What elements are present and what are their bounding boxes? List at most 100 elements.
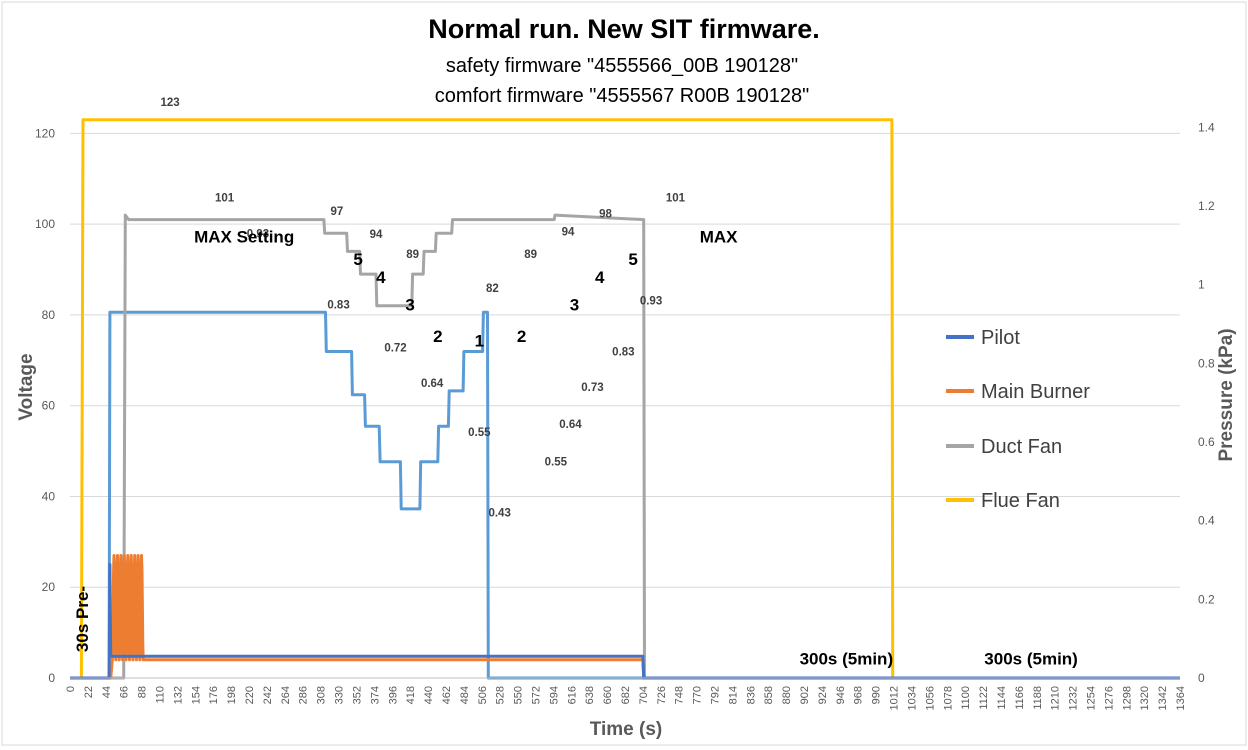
data-label: 101	[215, 192, 235, 204]
annotation: 5	[628, 250, 637, 269]
x-tick-label: 66	[119, 686, 131, 698]
y-axis-ticks: 0 20 40 60 80 100 120	[35, 126, 55, 685]
x-tick-label: 990	[871, 686, 883, 704]
y2-tick-label: 0.8	[1198, 356, 1215, 370]
x-tick-label: 440	[423, 686, 435, 704]
x-tick-label: 1188	[1032, 686, 1044, 710]
x-tick-label: 1210	[1050, 686, 1062, 710]
x-tick-label: 242	[262, 686, 274, 704]
x-tick-label: 220	[244, 686, 256, 704]
x-tick-label: 660	[602, 686, 614, 704]
annotation: 30s Pre-	[73, 586, 92, 652]
y-axis-title: Voltage	[16, 353, 37, 420]
x-tick-label: 616	[566, 686, 578, 704]
chart-subtitle-1: safety firmware "4555566_00B 190128"	[446, 55, 798, 77]
data-label: 0.55	[468, 427, 491, 439]
y2-tick-label: 1.2	[1198, 199, 1215, 213]
data-label: 0.55	[545, 457, 568, 469]
x-tick-label: 572	[530, 686, 542, 704]
data-label: 0.64	[421, 378, 444, 390]
data-label: 0.73	[581, 382, 603, 394]
legend-item-duct-fan[interactable]: Duct Fan	[946, 436, 1062, 458]
annotation: MAX	[700, 227, 738, 246]
x-tick-label: 682	[620, 686, 632, 704]
data-label: 0.43	[488, 508, 510, 520]
x-tick-label: 418	[405, 686, 417, 704]
annotation: MAX Setting	[194, 227, 294, 246]
data-label: 0.83	[612, 346, 634, 358]
x-tick-label: 704	[638, 686, 650, 704]
x-tick-label: 1254	[1085, 686, 1097, 710]
y2-tick-label: 0.6	[1198, 435, 1215, 449]
x-tick-label: 1166	[1014, 686, 1026, 710]
legend-item-main-burner[interactable]: Main Burner	[946, 381, 1090, 403]
data-label: 82	[486, 283, 499, 295]
gridlines	[70, 132, 1180, 588]
y-tick-label: 0	[48, 671, 55, 685]
x-tick-label: 858	[763, 686, 775, 704]
y2-axis-title: Pressure (kPa)	[1216, 328, 1237, 461]
y2-tick-label: 1.4	[1198, 120, 1215, 134]
data-label: 0.72	[384, 343, 406, 355]
series-line-pressure	[70, 310, 1180, 680]
x-tick-label: 836	[745, 686, 757, 704]
x-tick-label: 44	[101, 686, 113, 698]
legend-label-pilot: Pilot	[981, 327, 1020, 349]
x-tick-label: 0	[65, 686, 77, 692]
x-tick-label: 506	[477, 686, 489, 704]
x-tick-label: 110	[155, 686, 167, 704]
annotation: 300s (5min)	[984, 649, 1078, 668]
annotation: 300s (5min)	[800, 649, 894, 668]
y2-tick-label: 0.4	[1198, 514, 1215, 528]
annotation: 3	[405, 295, 414, 314]
x-axis-ticks: 0 22 44 66 88 110 132 154 176 198 220 242 264 286 308 3…	[65, 686, 1187, 710]
x-tick-label: 946	[835, 686, 847, 704]
x-tick-label: 1342	[1157, 686, 1169, 710]
x-tick-label: 286	[298, 686, 310, 704]
x-tick-label: 814	[727, 686, 739, 704]
annotation: 2	[517, 327, 526, 346]
x-tick-label: 792	[710, 686, 722, 704]
x-axis-title: Time (s)	[590, 719, 663, 740]
x-tick-label: 264	[280, 686, 292, 704]
data-label: 89	[524, 249, 537, 261]
data-label: 89	[406, 249, 419, 261]
x-tick-label: 1298	[1121, 686, 1133, 710]
x-tick-label: 1012	[889, 686, 901, 710]
data-label: 0.93	[640, 295, 662, 307]
x-tick-label: 1078	[942, 686, 954, 710]
x-tick-label: 902	[799, 686, 811, 704]
legend-item-pilot[interactable]: Pilot	[946, 327, 1020, 349]
x-tick-label: 22	[83, 686, 95, 698]
x-tick-label: 726	[656, 686, 668, 704]
x-tick-label: 352	[351, 686, 363, 704]
x-tick-label: 330	[334, 686, 346, 704]
data-label: 94	[562, 227, 575, 239]
data-label: 0.93	[247, 228, 269, 240]
y-tick-label: 80	[42, 308, 56, 322]
chart-title: Normal run. New SIT firmware.	[428, 14, 820, 44]
x-tick-label: 462	[441, 686, 453, 704]
data-label: 0.64	[559, 419, 582, 431]
y-tick-label: 40	[42, 489, 56, 503]
x-tick-label: 1364	[1175, 686, 1187, 710]
y-tick-label: 120	[35, 126, 55, 140]
annotation: 2	[433, 327, 442, 346]
x-tick-label: 594	[548, 686, 560, 704]
x-tick-label: 1034	[906, 686, 918, 710]
x-tick-label: 748	[674, 686, 686, 704]
x-tick-label: 374	[369, 686, 381, 704]
x-tick-label: 484	[459, 686, 471, 704]
x-tick-label: 308	[316, 686, 328, 704]
x-tick-label: 550	[513, 686, 525, 704]
x-tick-label: 198	[226, 686, 238, 704]
legend-label-duct-fan: Duct Fan	[981, 436, 1062, 458]
y2-tick-label: 1	[1198, 278, 1205, 292]
legend-item-flue-fan[interactable]: Flue Fan	[946, 490, 1060, 512]
x-tick-label: 1144	[996, 686, 1008, 710]
data-label: 123	[161, 97, 180, 109]
x-tick-label: 1056	[924, 686, 936, 710]
